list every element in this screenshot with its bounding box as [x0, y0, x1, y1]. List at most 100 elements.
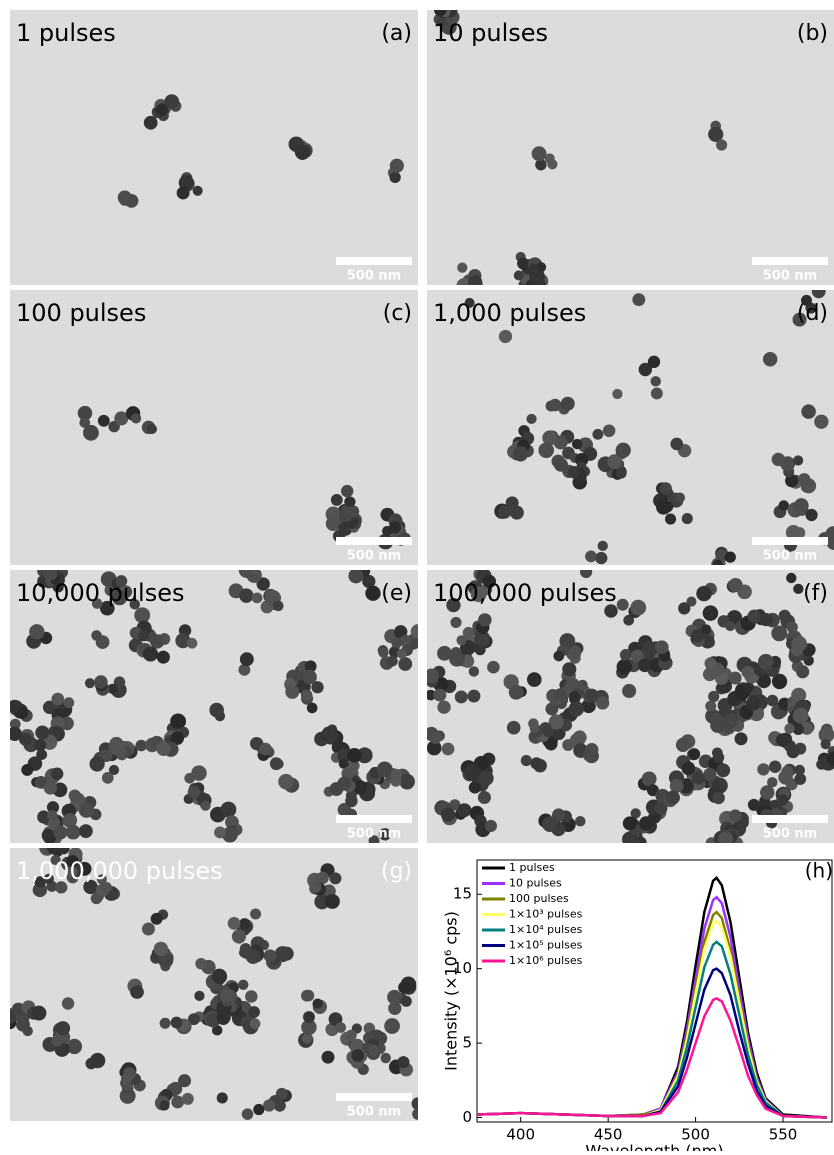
- series-line: [477, 969, 827, 1118]
- nanoparticle: [642, 771, 657, 786]
- nanoparticle: [239, 918, 250, 929]
- nanoparticle: [642, 641, 657, 656]
- nanoparticle: [666, 791, 680, 805]
- nanoparticle: [767, 777, 777, 787]
- nanoparticle: [457, 263, 467, 273]
- nanoparticle: [763, 352, 777, 366]
- nanoparticle: [776, 733, 789, 746]
- nanoparticle: [457, 803, 471, 817]
- nanoparticle: [729, 578, 743, 592]
- nanoparticle: [509, 685, 524, 700]
- panel-label: 100,000 pulses: [433, 579, 617, 607]
- nanoparticle: [547, 159, 557, 169]
- nanoparticle: [791, 636, 807, 652]
- nanoparticle: [200, 800, 210, 810]
- nanoparticle: [51, 693, 64, 706]
- nanoparticle: [411, 624, 426, 639]
- nanoparticle: [56, 1021, 70, 1035]
- nanoparticle: [786, 621, 797, 632]
- nanoparticle: [758, 654, 774, 670]
- panel-tag: (c): [383, 301, 412, 326]
- nanoparticle: [325, 894, 340, 909]
- nanoparticle: [469, 781, 481, 793]
- nanoparticle: [144, 116, 158, 130]
- nanoparticle: [134, 607, 150, 623]
- nanoparticle: [780, 456, 795, 471]
- nanoparticle: [273, 601, 284, 612]
- nanoparticle: [191, 765, 206, 780]
- nanoparticle: [437, 701, 450, 714]
- nanoparticle: [193, 186, 203, 196]
- panel-label: 1,000 pulses: [433, 299, 586, 327]
- tem-panel: 10,000 pulses(e)500 nm: [7, 562, 425, 846]
- nanoparticle: [529, 270, 544, 285]
- nanoparticle: [592, 429, 603, 440]
- nanoparticle: [743, 682, 754, 693]
- nanoparticle: [347, 748, 362, 763]
- panel-tag: (f): [803, 581, 828, 606]
- panel-tag: (b): [797, 21, 828, 46]
- nanoparticle: [688, 748, 700, 760]
- nanoparticle: [725, 621, 735, 631]
- nanoparticle: [239, 588, 253, 602]
- scale-bar: [752, 257, 828, 265]
- panel-tag: (g): [381, 859, 412, 884]
- nanoparticle: [263, 1099, 275, 1111]
- nanoparticle: [157, 651, 170, 664]
- nanoparticle: [569, 691, 580, 702]
- nanoparticle: [130, 985, 144, 999]
- nanoparticle: [735, 732, 748, 745]
- nanoparticle: [345, 795, 357, 807]
- nanoparticle: [682, 513, 693, 524]
- tem-image: [10, 10, 418, 285]
- legend-label: 1×10⁶ pulses: [509, 954, 583, 967]
- nanoparticle: [676, 738, 690, 752]
- tem-panel: 1,000,000 pulses(g)500 nm: [3, 840, 424, 1121]
- nanoparticle: [527, 672, 542, 687]
- nanoparticle: [177, 187, 190, 200]
- nanoparticle: [554, 458, 568, 472]
- nanoparticle: [543, 727, 554, 738]
- nanoparticle: [151, 913, 163, 925]
- nanoparticle: [214, 827, 226, 839]
- nanoparticle: [295, 144, 310, 159]
- nanoparticle: [187, 638, 198, 649]
- nanoparticle: [398, 657, 412, 671]
- nanoparticle: [617, 599, 629, 611]
- nanoparticle: [630, 600, 646, 616]
- nanoparticle: [479, 771, 494, 786]
- y-tick-label: 0: [462, 1108, 472, 1126]
- nanoparticle: [655, 640, 669, 654]
- y-tick-label: 15: [453, 885, 472, 903]
- nanoparticle: [801, 404, 815, 418]
- nanoparticle: [217, 1092, 228, 1103]
- nanoparticle: [622, 684, 636, 698]
- nanoparticle: [270, 757, 283, 770]
- scale-label: 500 nm: [347, 1105, 401, 1120]
- nanoparticle: [729, 672, 742, 685]
- nanoparticle: [617, 659, 633, 675]
- nanoparticle: [242, 1108, 253, 1119]
- scale-bar: [336, 537, 412, 545]
- nanoparticle: [79, 802, 94, 817]
- nanoparticle: [692, 772, 705, 785]
- nanoparticle: [285, 685, 299, 699]
- nanoparticle: [388, 1002, 401, 1015]
- scale-bar: [752, 815, 828, 823]
- nanoparticle: [705, 701, 716, 712]
- scale-bar: [336, 1093, 412, 1101]
- nanoparticle: [577, 680, 587, 690]
- nanoparticle: [759, 613, 772, 626]
- scale-label: 500 nm: [347, 269, 401, 284]
- x-tick-label: 550: [769, 1126, 798, 1144]
- nanoparticle: [401, 996, 412, 1007]
- nanoparticle: [713, 560, 723, 570]
- nanoparticle: [638, 659, 652, 673]
- nanoparticle: [814, 415, 828, 429]
- nanoparticle: [253, 1104, 264, 1115]
- nanoparticle: [278, 774, 294, 790]
- nanoparticle: [412, 1098, 424, 1110]
- nanoparticle: [705, 657, 717, 669]
- nanoparticle: [545, 702, 558, 715]
- nanoparticle: [514, 270, 524, 280]
